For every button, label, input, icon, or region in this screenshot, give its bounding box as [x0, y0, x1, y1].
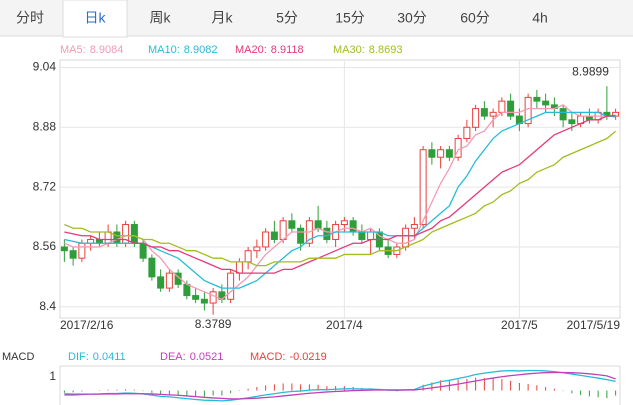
candle-body	[148, 257, 156, 278]
candle-body	[253, 246, 261, 252]
x-tick-label: 2017/5/19	[567, 318, 621, 332]
legend-item: MA20: 8.9118	[235, 44, 304, 56]
candle-body	[139, 242, 147, 259]
y-tick-label: 8.88	[33, 119, 57, 133]
candle-body	[227, 272, 235, 300]
high-annotation: 8.9899	[572, 64, 609, 78]
candle-body	[358, 231, 366, 240]
candle-body	[349, 220, 357, 233]
tab[interactable]: 30分	[397, 10, 427, 26]
candle-body	[200, 298, 208, 304]
ma-line	[64, 114, 616, 274]
candle-body	[69, 250, 77, 259]
tab[interactable]: 月k	[212, 10, 234, 26]
legend-name: DEA:	[160, 351, 186, 363]
candle-body	[472, 108, 480, 128]
candle-body	[314, 220, 322, 229]
legend-value: 8.9084	[90, 44, 124, 56]
candle-body	[279, 220, 287, 240]
candle-body	[323, 227, 331, 240]
legend-value: 8.9082	[184, 44, 218, 56]
candle-body	[498, 100, 506, 113]
candle-body	[78, 242, 86, 259]
macd-line	[64, 369, 616, 402]
y-tick-label: 8.4	[39, 299, 56, 313]
candle-body	[542, 100, 550, 106]
legend-item: DEA: 0.0521	[160, 351, 223, 363]
tab[interactable]: 5分	[276, 10, 298, 26]
tab[interactable]: 60分	[460, 10, 490, 26]
macd-line	[64, 371, 616, 400]
candle-body	[367, 231, 375, 240]
ma-line	[64, 130, 617, 267]
y-tick-label: 9.04	[33, 60, 57, 74]
tab[interactable]: 15分	[335, 10, 365, 26]
x-tick-label: 2017/5	[501, 318, 538, 332]
ma-line	[64, 104, 616, 301]
candle-body	[262, 231, 270, 248]
y-tick-label: 8.56	[33, 239, 57, 253]
legend-value: 8.9118	[271, 44, 304, 56]
candle-body	[480, 108, 488, 117]
legend-name: DIF:	[68, 351, 89, 363]
legend-name: MA5:	[60, 44, 86, 56]
ma-line	[64, 111, 616, 289]
candle-body	[419, 149, 427, 226]
candle-body	[437, 149, 445, 158]
legend-item: MA10: 8.9082	[148, 44, 217, 56]
legend-item: MACD: -0.0219	[250, 351, 327, 363]
candle-body	[463, 126, 471, 140]
plot-frame	[59, 59, 621, 319]
legend-value: 0.0411	[93, 351, 126, 363]
candle-body	[235, 261, 243, 274]
legend-value: -0.0219	[289, 351, 326, 363]
tab[interactable]: 周k	[150, 10, 172, 26]
panel-label: MACD	[2, 351, 34, 363]
scale-label: 1	[49, 369, 56, 383]
legend-name: MA10:	[148, 44, 180, 56]
legend-item: MA5: 8.9084	[60, 44, 123, 56]
legend-item: MA30: 8.8693	[333, 44, 402, 56]
candle-body	[533, 96, 541, 102]
low-annotation: 8.3789	[195, 317, 232, 331]
candle-body	[489, 111, 497, 117]
candle-body	[568, 119, 576, 125]
candle-body	[60, 246, 68, 252]
tab[interactable]: 日k	[85, 10, 107, 26]
x-tick-label: 2017/4	[326, 318, 363, 332]
candle-body	[428, 149, 436, 158]
legend-name: MA20:	[235, 44, 267, 56]
candle-body	[130, 224, 138, 244]
candle-body	[445, 149, 453, 158]
legend-value: 0.0521	[190, 351, 224, 363]
y-tick-label: 8.72	[33, 179, 57, 193]
legend-name: MACD:	[250, 351, 285, 363]
candle-body	[288, 220, 296, 229]
candle-body	[410, 224, 418, 229]
candle-body	[192, 295, 200, 300]
candle-body	[270, 231, 278, 240]
candle-body	[183, 283, 191, 297]
candle-body	[244, 250, 252, 263]
candle-body	[340, 220, 348, 226]
candle-body	[402, 227, 410, 248]
candle-body	[104, 231, 112, 244]
legend-item: DIF: 0.0411	[68, 351, 126, 363]
candle-body	[113, 231, 121, 244]
legend-value: 8.8693	[369, 44, 403, 56]
tab[interactable]: 分时	[16, 10, 44, 26]
candle-body	[559, 108, 567, 121]
tab[interactable]: 4h	[532, 10, 548, 26]
candle-body	[165, 272, 173, 289]
active-tab-background	[62, 0, 128, 38]
x-tick-label: 2017/2/16	[60, 318, 114, 332]
legend-name: MA30:	[333, 44, 365, 56]
candle-body	[297, 227, 305, 244]
candle-body	[209, 291, 217, 304]
candle-body	[157, 276, 165, 289]
candle-body	[507, 100, 515, 117]
